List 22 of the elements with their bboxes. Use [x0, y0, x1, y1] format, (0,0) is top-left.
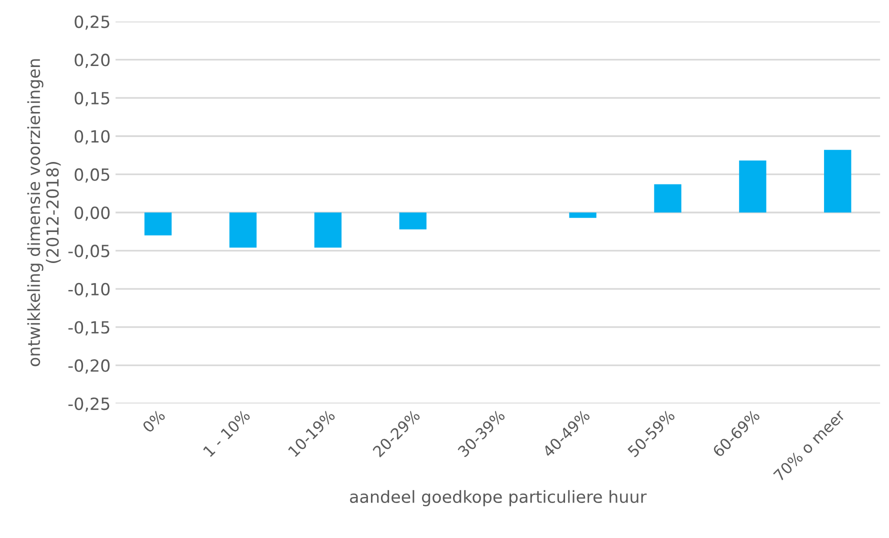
bar — [314, 212, 342, 248]
bar — [654, 184, 682, 213]
y-tick-label: 0,25 — [74, 15, 110, 30]
x-axis-title: aandeel goedkope particuliere huur — [350, 490, 647, 506]
y-tick-label: -0,25 — [68, 397, 110, 412]
y-tick-label: 0,00 — [74, 206, 110, 221]
bar — [229, 212, 257, 248]
bar — [824, 150, 852, 213]
y-tick-label: 0,10 — [74, 130, 110, 144]
y-tick-label: -0,20 — [68, 359, 110, 374]
bar — [399, 212, 426, 230]
y-tick-label: -0,05 — [68, 244, 110, 259]
bar — [569, 212, 596, 218]
y-tick-label: 0,05 — [74, 168, 110, 183]
bar — [144, 212, 172, 236]
y-tick-label: -0,15 — [68, 321, 110, 336]
bar — [739, 160, 766, 213]
y-tick-label: 0,20 — [74, 54, 110, 68]
y-tick-label: -0,10 — [68, 282, 110, 298]
x-tick-label: 0% — [142, 409, 166, 434]
y-tick-label: 0,15 — [74, 92, 110, 106]
y-axis-title: ontwikkeling dimensie voorzieningen (2012-2018) — [27, 59, 61, 366]
